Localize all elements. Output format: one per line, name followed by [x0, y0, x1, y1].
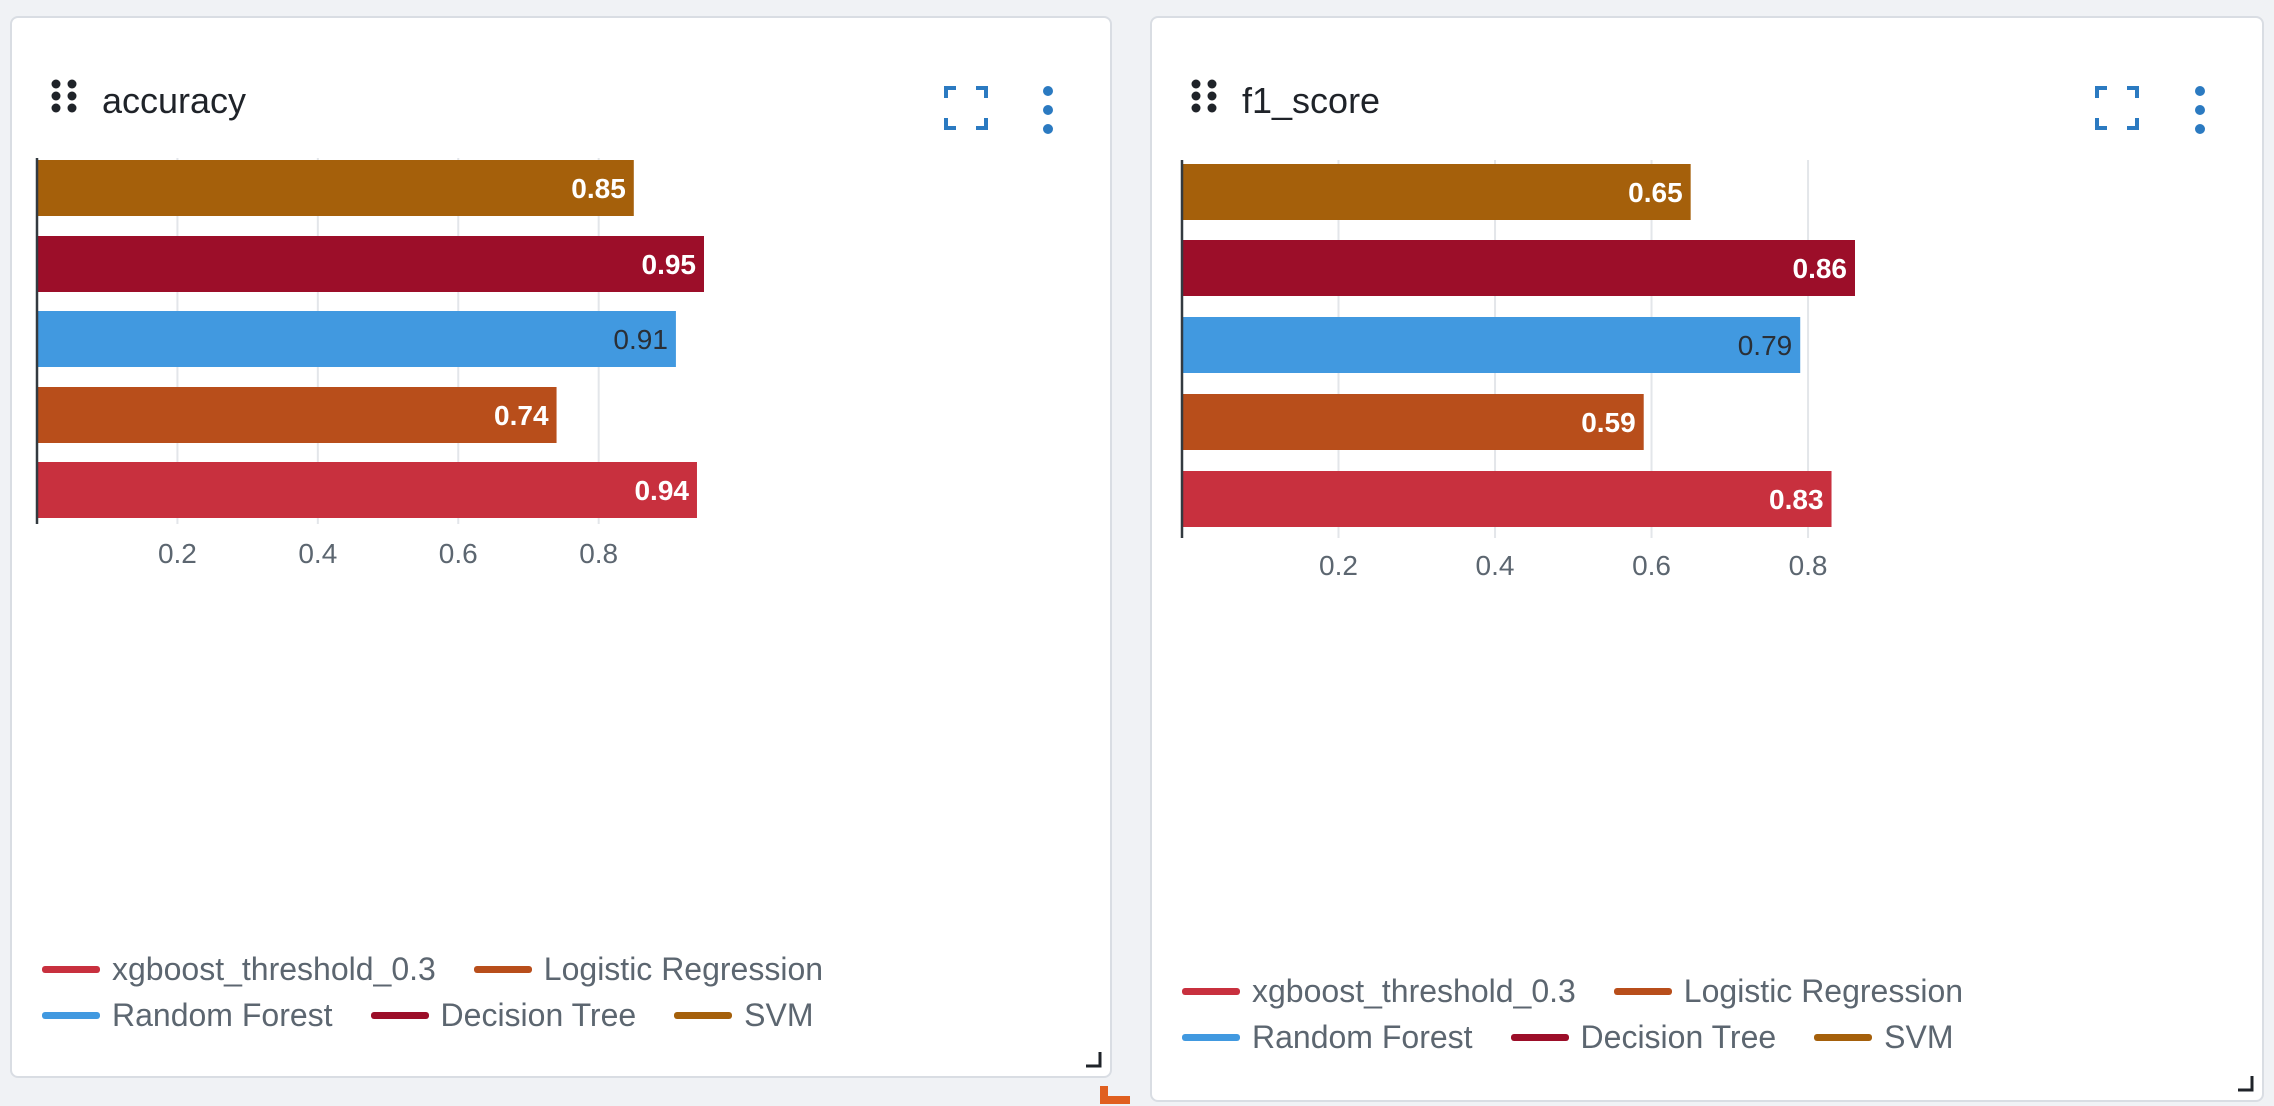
drop-indicator-icon [1100, 1086, 1130, 1104]
legend-swatch [1510, 1033, 1569, 1041]
bar-decision-tree[interactable] [1182, 240, 1855, 296]
drag-handle-icon[interactable] [48, 76, 84, 124]
legend-item-decision-tree[interactable]: Decision Tree [370, 996, 637, 1034]
legend-row: Random Forest Decision Tree SVM [1182, 1014, 2001, 1060]
x-tick-label: 0.8 [579, 538, 618, 569]
panel-title: f1_score [1242, 80, 1381, 121]
legend-swatch [42, 965, 100, 973]
chart-legend: xgboost_threshold_0.3 Logistic Regression… [1182, 968, 2001, 1060]
resize-handle-icon[interactable] [1084, 1050, 1102, 1068]
x-tick-label: 0.8 [1789, 550, 1828, 581]
data-label-random-forest: 0.91 [613, 324, 668, 355]
fullscreen-icon[interactable] [942, 84, 990, 132]
legend-item-xgboost-threshold-0-3[interactable]: xgboost_threshold_0.3 [1182, 973, 1576, 1010]
bar-logistic-regression[interactable] [37, 387, 557, 443]
data-label-random-forest: 0.79 [1738, 330, 1793, 361]
bar-xgboost-threshold-0-3[interactable] [1182, 471, 1832, 527]
data-label-svm: 0.85 [571, 173, 626, 204]
more-options-icon[interactable] [1036, 84, 1060, 136]
legend-swatch [1182, 1033, 1240, 1041]
chart-legend: xgboost_threshold_0.3 Logistic Regression… [42, 946, 861, 1038]
x-tick-label: 0.6 [1632, 550, 1671, 581]
legend-swatch [42, 1011, 100, 1019]
legend-swatch [370, 1011, 429, 1019]
drag-handle-icon[interactable] [1188, 76, 1224, 124]
data-label-logistic-regression: 0.59 [1581, 407, 1636, 438]
legend-swatch [1814, 1033, 1873, 1041]
legend-item-svm[interactable]: SVM [674, 996, 814, 1034]
data-label-xgboost-threshold-0-3: 0.83 [1769, 484, 1824, 515]
legend-item-random-forest[interactable]: Random Forest [42, 997, 333, 1034]
legend-swatch [473, 965, 532, 973]
bar-svm[interactable] [37, 160, 634, 216]
legend-item-logistic-regression[interactable]: Logistic Regression [473, 950, 824, 988]
legend-label: Decision Tree [1580, 1018, 1777, 1055]
bar-random-forest[interactable] [37, 311, 676, 367]
legend-label: xgboost_threshold_0.3 [1252, 972, 1576, 1009]
fullscreen-icon[interactable] [2093, 84, 2141, 132]
data-label-svm: 0.65 [1628, 177, 1683, 208]
legend-label: xgboost_threshold_0.3 [112, 950, 436, 987]
legend-item-decision-tree[interactable]: Decision Tree [1510, 1018, 1777, 1056]
resize-handle-icon[interactable] [2236, 1074, 2254, 1092]
data-label-decision-tree: 0.86 [1793, 253, 1848, 284]
legend-swatch [1613, 987, 1672, 995]
legend-item-random-forest[interactable]: Random Forest [1182, 1019, 1473, 1056]
accuracy-chart-panel: accuracy 0.2 0.4 0.6 0.8 0.85 0.95 0.91 0.74 0.9… [10, 16, 1112, 1078]
legend-label: Decision Tree [440, 996, 637, 1033]
legend-label: Random Forest [1252, 1018, 1473, 1055]
bar-decision-tree[interactable] [37, 236, 704, 292]
legend-label: Random Forest [112, 996, 333, 1033]
legend-item-svm[interactable]: SVM [1814, 1018, 1954, 1056]
panel-title: accuracy [102, 80, 247, 121]
legend-label: SVM [744, 996, 814, 1033]
x-tick-label: 0.2 [1319, 550, 1358, 581]
legend-swatch [674, 1011, 733, 1019]
legend-item-logistic-regression[interactable]: Logistic Regression [1613, 972, 1964, 1010]
legend-item-xgboost-threshold-0-3[interactable]: xgboost_threshold_0.3 [42, 951, 436, 988]
data-label-decision-tree: 0.95 [642, 249, 697, 280]
accuracy-bar-chart: 0.2 0.4 0.6 0.8 0.85 0.95 0.91 0.74 0.94 [35, 158, 704, 569]
more-options-icon[interactable] [2188, 84, 2212, 136]
x-tick-label: 0.4 [1476, 550, 1515, 581]
data-label-logistic-regression: 0.74 [494, 400, 549, 431]
legend-label: Logistic Regression [1683, 972, 1964, 1009]
bar-svm[interactable] [1182, 164, 1691, 220]
legend-label: Logistic Regression [543, 950, 824, 987]
legend-row: xgboost_threshold_0.3 Logistic Regression [1182, 968, 2001, 1014]
legend-row: xgboost_threshold_0.3 Logistic Regression [42, 946, 861, 992]
x-tick-label: 0.4 [298, 538, 337, 569]
bar-logistic-regression[interactable] [1182, 394, 1644, 450]
f1-score-bar-chart: 0.2 0.4 0.6 0.8 0.65 0.86 0.79 0.59 0.83 [1180, 160, 1855, 581]
bar-random-forest[interactable] [1182, 317, 1801, 373]
data-label-xgboost-threshold-0-3: 0.94 [634, 475, 689, 506]
bar-xgboost-threshold-0-3[interactable] [37, 462, 697, 518]
legend-swatch [1182, 987, 1240, 995]
legend-row: Random Forest Decision Tree SVM [42, 992, 861, 1038]
x-tick-label: 0.6 [439, 538, 478, 569]
f1-score-chart-panel: f1_score 0.2 0.4 0.6 0.8 0.65 0.86 0.79 0.59 0.8… [1150, 16, 2264, 1102]
x-tick-label: 0.2 [158, 538, 197, 569]
legend-label: SVM [1884, 1018, 1954, 1055]
